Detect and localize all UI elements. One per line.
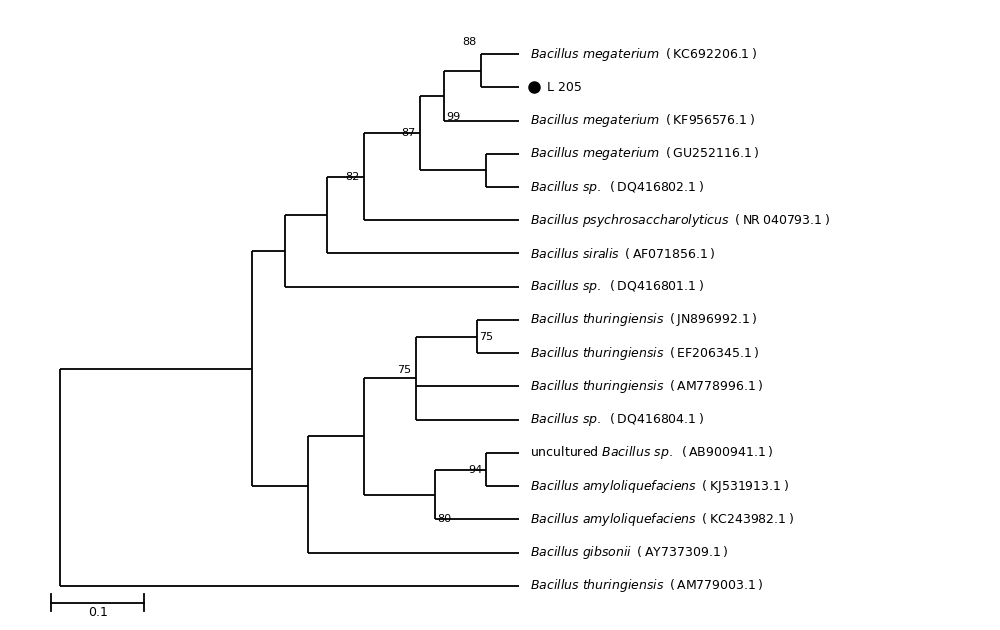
Text: $\it{Bacillus\ megaterium}$  ( KC692206.1 ): $\it{Bacillus\ megaterium}$ ( KC692206.1… — [530, 45, 757, 62]
Text: 87: 87 — [402, 128, 416, 138]
Text: 94: 94 — [468, 464, 482, 474]
Text: 88: 88 — [462, 37, 477, 47]
Text: $\it{Bacillus\ thuringiensis}$  ( AM779003.1 ): $\it{Bacillus\ thuringiensis}$ ( AM77900… — [530, 578, 764, 595]
Text: $\it{Bacillus\ sp.}$  ( DQ416801.1 ): $\it{Bacillus\ sp.}$ ( DQ416801.1 ) — [530, 278, 704, 295]
Text: $\it{Bacillus\ sp.}$  ( DQ416802.1 ): $\it{Bacillus\ sp.}$ ( DQ416802.1 ) — [530, 178, 704, 195]
Text: $\it{Bacillus\ thuringiensis}$  ( JN896992.1 ): $\it{Bacillus\ thuringiensis}$ ( JN89699… — [530, 311, 757, 328]
Text: $\it{Bacillus\ siralis}$  ( AF071856.1 ): $\it{Bacillus\ siralis}$ ( AF071856.1 ) — [530, 246, 716, 261]
Text: $\it{Bacillus\ thuringiensis}$  ( EF206345.1 ): $\it{Bacillus\ thuringiensis}$ ( EF20634… — [530, 345, 760, 362]
Text: 75: 75 — [479, 331, 494, 341]
Text: uncultured $\it{Bacillus\ sp.}$  ( AB900941.1 ): uncultured $\it{Bacillus\ sp.}$ ( AB9009… — [530, 444, 773, 461]
Text: 99: 99 — [447, 112, 461, 122]
Text: $\it{Bacillus\ sp.}$  ( DQ416804.1 ): $\it{Bacillus\ sp.}$ ( DQ416804.1 ) — [530, 411, 704, 428]
Text: $\it{Bacillus\ megaterium}$  ( GU252116.1 ): $\it{Bacillus\ megaterium}$ ( GU252116.1… — [530, 146, 759, 163]
Text: $\it{Bacillus\ gibsonii}$  ( AY737309.1 ): $\it{Bacillus\ gibsonii}$ ( AY737309.1 ) — [530, 544, 728, 561]
Text: $\it{Bacillus\ psychrosaccharolyticus}$  ( NR 040793.1 ): $\it{Bacillus\ psychrosaccharolyticus}$ … — [530, 212, 830, 229]
Text: $\it{Bacillus\ amyloliquefaciens}$  ( KJ531913.1 ): $\it{Bacillus\ amyloliquefaciens}$ ( KJ5… — [530, 478, 789, 495]
Text: 80: 80 — [437, 515, 451, 524]
Text: 82: 82 — [345, 171, 360, 181]
Text: $\it{Bacillus\ thuringiensis}$  ( AM778996.1 ): $\it{Bacillus\ thuringiensis}$ ( AM77899… — [530, 378, 764, 395]
Text: $\it{Bacillus\ megaterium}$  ( KF956576.1 ): $\it{Bacillus\ megaterium}$ ( KF956576.1… — [530, 112, 755, 129]
Text: 0.1: 0.1 — [88, 606, 108, 619]
Text: L 205: L 205 — [547, 81, 582, 94]
Text: $\it{Bacillus\ amyloliquefaciens}$  ( KC243982.1 ): $\it{Bacillus\ amyloliquefaciens}$ ( KC2… — [530, 511, 794, 528]
Text: 75: 75 — [397, 365, 411, 375]
